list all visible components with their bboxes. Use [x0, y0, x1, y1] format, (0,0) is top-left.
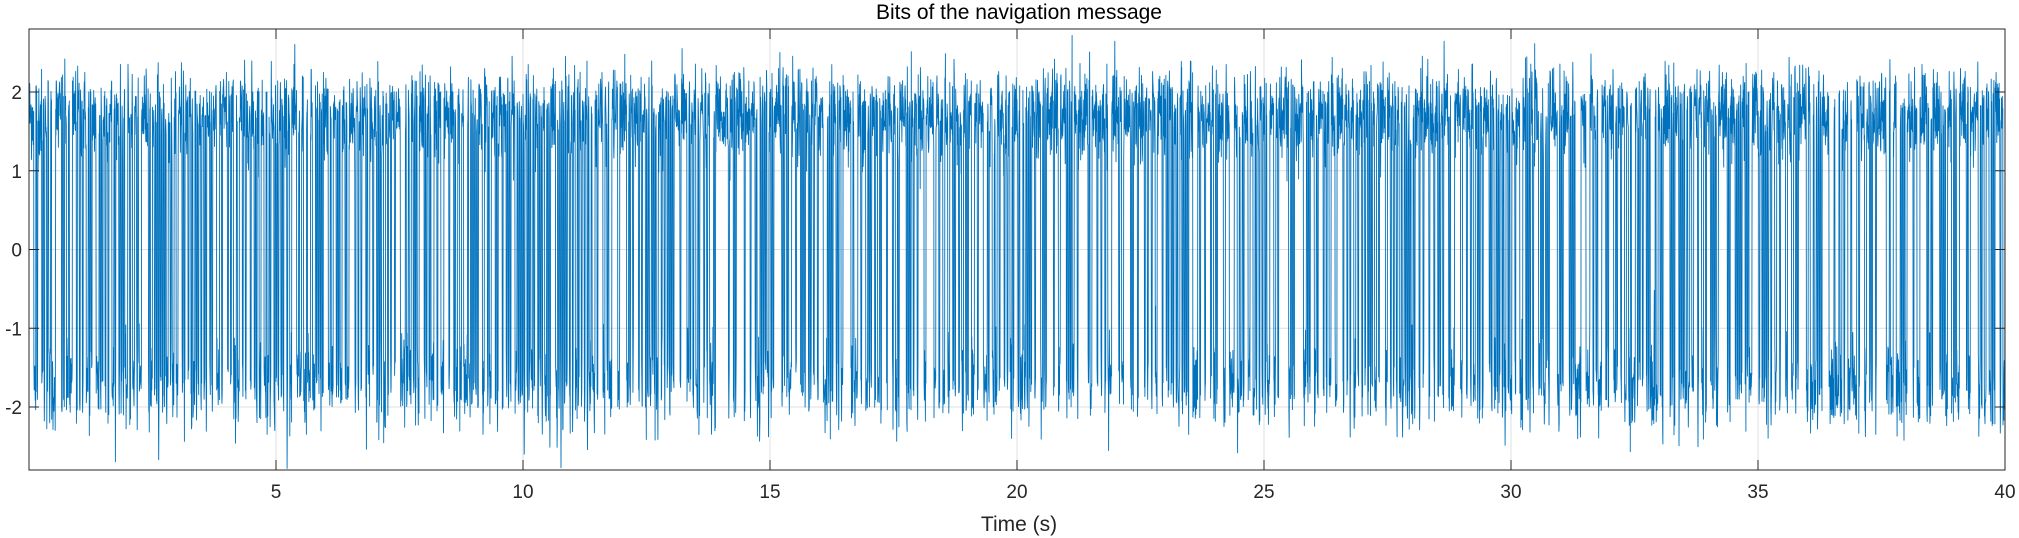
- x-tick-label: 5: [271, 482, 282, 503]
- x-tick-label: 40: [1994, 482, 2015, 503]
- y-tick-label: 1: [11, 162, 22, 183]
- series-line: [28, 35, 2006, 469]
- x-tick-label: 30: [1500, 482, 1521, 503]
- y-tick-label: 2: [11, 83, 22, 104]
- x-tick-label: 25: [1253, 482, 1274, 503]
- plot-area: [28, 35, 2006, 469]
- y-tick-label: 0: [11, 241, 22, 262]
- x-tick-label: 15: [759, 482, 780, 503]
- y-tick-label: -1: [5, 319, 22, 340]
- x-axis-label: Time (s): [981, 513, 1057, 536]
- x-tick-label: 35: [1747, 482, 1768, 503]
- x-tick-label: 20: [1006, 482, 1027, 503]
- x-tick-label: 10: [512, 482, 533, 503]
- chart-title: Bits of the navigation message: [876, 1, 1162, 24]
- tick-marks: [29, 29, 2006, 470]
- y-tick-label: -2: [5, 398, 22, 419]
